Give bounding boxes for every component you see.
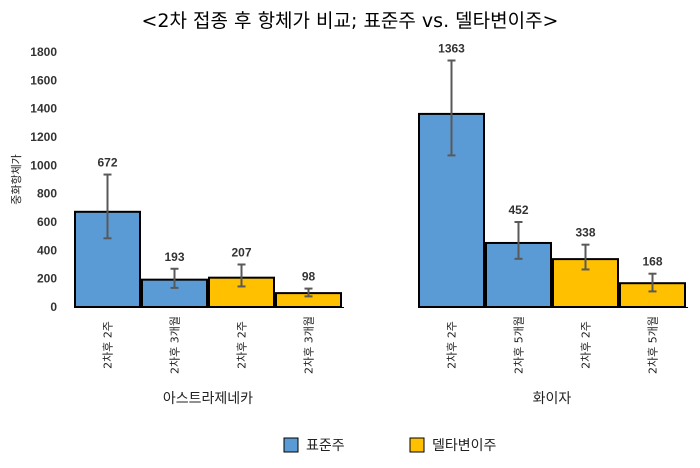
group-label: 아스트라제네카 (163, 391, 253, 407)
category-label: 2차후 3개월 (303, 316, 316, 374)
category-label: 2차후 2주 (580, 321, 593, 369)
category-label: 2차후 2주 (446, 321, 459, 369)
y-tick-label: 1200 (30, 130, 57, 144)
data-label: 338 (575, 226, 595, 240)
data-label: 207 (231, 246, 251, 260)
data-label: 98 (302, 270, 316, 284)
y-tick-label: 0 (50, 300, 57, 314)
chart-title: <2차 접종 후 항체가 비교; 표준주 vs. 델타변이주> (141, 10, 559, 32)
y-tick-label: 1400 (30, 102, 57, 116)
y-tick-label: 600 (37, 215, 57, 229)
y-tick-label: 1800 (30, 45, 57, 59)
data-label: 193 (164, 250, 184, 264)
category-label: 2차후 5개월 (647, 316, 660, 374)
legend-swatch (409, 437, 425, 453)
data-label: 672 (97, 156, 117, 170)
data-label: 168 (642, 255, 662, 269)
y-tick-label: 800 (37, 187, 57, 201)
y-tick-label: 1600 (30, 73, 57, 87)
y-tick-label: 400 (37, 243, 57, 257)
category-label: 2차후 3개월 (169, 316, 182, 374)
category-label: 2차후 2주 (102, 321, 115, 369)
y-tick-label: 1000 (30, 158, 57, 172)
category-label: 2차후 5개월 (513, 316, 526, 374)
legend-swatch (283, 437, 299, 453)
group-label: 화이자 (533, 391, 572, 407)
legend-label: 델타변이주 (432, 438, 497, 454)
legend-label: 표준주 (306, 438, 345, 454)
data-label: 452 (508, 203, 528, 217)
y-tick-label: 200 (37, 272, 57, 286)
category-label: 2차후 2주 (236, 321, 249, 369)
y-axis-title: 중화항체가 (10, 154, 23, 205)
data-label: 1363 (438, 42, 465, 56)
